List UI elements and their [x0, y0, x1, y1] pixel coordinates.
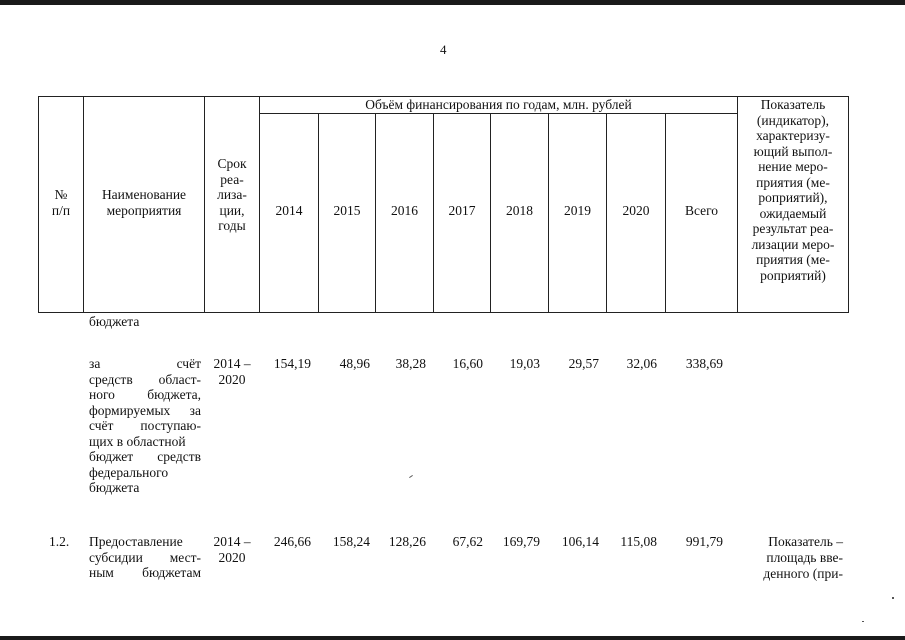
row-name-line: счёт поступаю- [89, 418, 201, 433]
year-divider [375, 113, 376, 312]
year-divider [665, 113, 666, 312]
col-divider [737, 96, 738, 312]
row-name-line: ного бюджета, [89, 387, 201, 402]
row-value-total: 991,79 [685, 534, 723, 549]
row-indicator-line: Показатель – [768, 534, 843, 549]
header-year: 2019 [564, 203, 591, 218]
row-value-2016: 128,26 [388, 534, 426, 549]
header-total: Всего [684, 203, 719, 218]
row-name-line: формируемых за [89, 402, 201, 418]
funding-subheader-line [259, 113, 737, 114]
row-value-2017: 16,60 [452, 356, 483, 371]
year-divider [433, 113, 434, 312]
header-year: 2018 [506, 203, 533, 218]
header-funding: Объём финансирования по годам, млн. рубл… [365, 97, 632, 112]
year-divider [606, 113, 607, 312]
header-year: 2020 [622, 203, 650, 218]
row-name-line: Предоставление [89, 534, 183, 549]
row-value-2018: 169,79 [502, 534, 540, 549]
row-number: 1.2. [49, 534, 70, 549]
row-term-line: 2020 [218, 550, 246, 565]
row-name-tail: бюджета [89, 314, 140, 329]
row-name-line: средств област- [89, 371, 201, 387]
row-value-2020: 115,08 [620, 534, 657, 549]
row-indicator-line: площадь вве- [766, 550, 843, 565]
row-value-2016: 38,28 [395, 356, 426, 371]
row-name-line: щих в областной [89, 433, 186, 449]
header-frame [38, 96, 849, 313]
scan-speck [892, 597, 894, 599]
row-name-line: ным бюджетам [89, 565, 201, 580]
header-number: № п/п [51, 187, 71, 218]
header-year: 2016 [391, 203, 418, 218]
row-name-line: за счёт [89, 356, 201, 371]
row-term-line: 2014 – [213, 356, 251, 371]
row-value-2019: 29,57 [568, 356, 599, 371]
row-value-2014: 246,66 [273, 534, 311, 549]
row-value-2015: 158,24 [332, 534, 370, 549]
row-value-2020: 32,06 [626, 356, 657, 371]
header-name: Наименование мероприятия [101, 187, 187, 218]
col-divider [259, 96, 260, 312]
row-term-line: 2014 – [213, 534, 251, 549]
row-name: Предоставление субсидии мест- ным бюджет… [89, 534, 201, 581]
row-name-line: бюджета [89, 480, 140, 495]
row-value-total: 338,69 [685, 356, 723, 371]
page-number: 4 [440, 42, 447, 57]
header-year: 2014 [275, 203, 303, 218]
header-indicator: Показатель (индикатор), характеризу- ющи… [751, 97, 835, 283]
row-indicator-line: денного (при- [763, 566, 843, 581]
header-year: 2017 [448, 203, 476, 218]
row-value-2014: 154,19 [273, 356, 311, 371]
row-value-2019: 106,14 [561, 534, 599, 549]
col-divider [83, 96, 84, 312]
row-name-line: субсидии мест- [89, 549, 201, 565]
year-divider [548, 113, 549, 312]
row-value-2015: 48,96 [339, 356, 370, 371]
row-value-2017: 67,62 [452, 534, 483, 549]
header-term: Срок реа- лиза- ции, годы [217, 156, 247, 233]
row-term-line: 2020 [218, 372, 246, 387]
row-name-line: федерального [89, 464, 169, 480]
scan-speck [862, 621, 864, 622]
row-value-2018: 19,03 [509, 356, 540, 371]
scan-speck [409, 474, 413, 479]
bottom-border-bar [0, 636, 905, 640]
row-name: за счёт средств област- ного бюджета, фо… [89, 356, 201, 496]
top-border-bar [0, 0, 905, 5]
col-divider [204, 96, 205, 312]
year-divider [318, 113, 319, 312]
row-name-line: бюджет средств [89, 449, 201, 464]
header-year: 2015 [333, 203, 361, 218]
year-divider [490, 113, 491, 312]
